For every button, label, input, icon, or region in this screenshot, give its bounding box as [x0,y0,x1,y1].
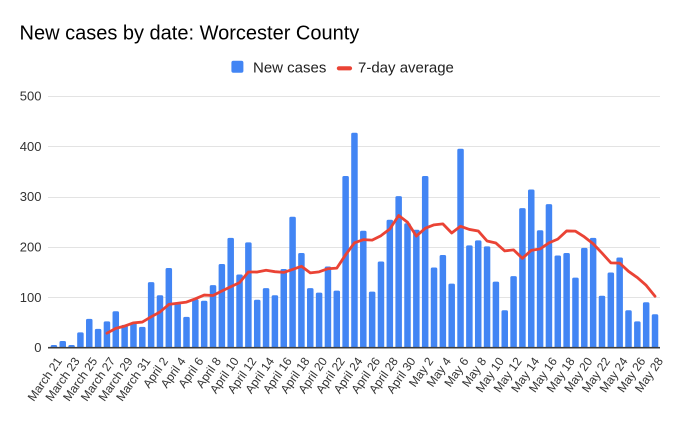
svg-text:New cases: New cases [253,59,326,76]
svg-text:200: 200 [20,240,42,255]
svg-text:New cases by date: Worcester C: New cases by date: Worcester County [20,23,360,45]
svg-text:500: 500 [20,89,42,104]
svg-text:400: 400 [20,139,42,154]
svg-text:0: 0 [34,340,41,355]
svg-text:7-day average: 7-day average [358,59,454,76]
svg-text:300: 300 [20,189,42,204]
svg-text:100: 100 [20,290,42,305]
